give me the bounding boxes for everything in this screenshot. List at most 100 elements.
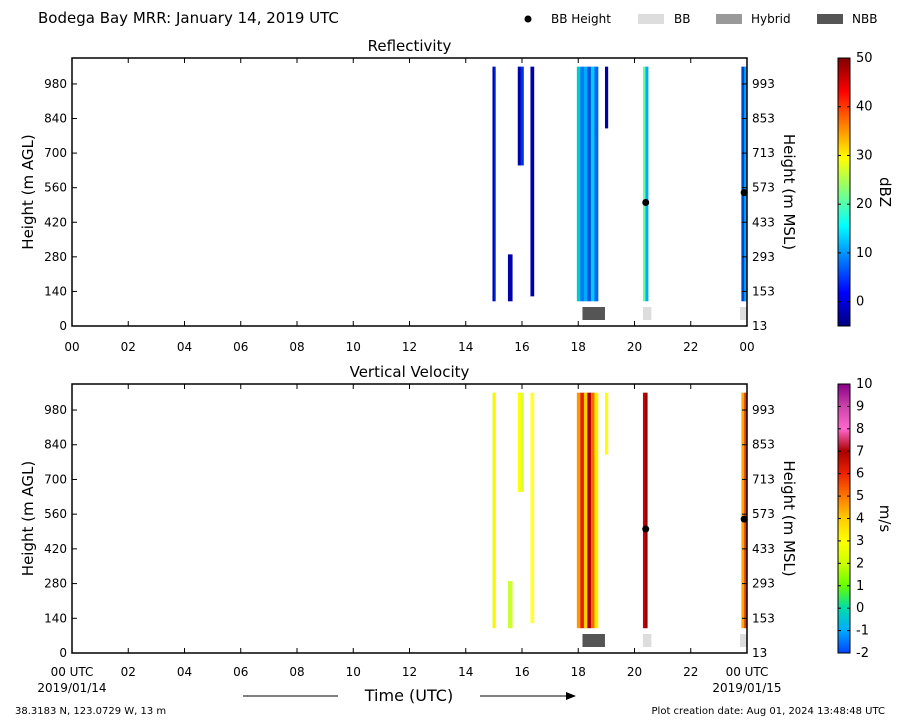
reflectivity-y-tick-label-right: 433 — [752, 215, 775, 229]
reflectivity-y-tick-label-left: 280 — [44, 250, 67, 264]
legend-label-nbb: NBB — [852, 12, 877, 26]
reflectivity-y-tick-label-right: 13 — [752, 319, 767, 333]
vertical-velocity-y-tick-label-left: 700 — [44, 472, 67, 486]
x-axis-label: Time (UTC) — [364, 686, 453, 705]
vertical-velocity-colorbar-tick-label: -2 — [856, 646, 869, 661]
vertical-velocity-x-tick-label: 16 — [514, 665, 529, 679]
time-arrow-head — [566, 692, 576, 700]
reflectivity-y-tick-label-left: 980 — [44, 77, 67, 91]
vertical-velocity-x-tick-label: 02 — [121, 665, 136, 679]
reflectivity-y-tick-label-left: 560 — [44, 181, 67, 195]
reflectivity-x-tick-label: 14 — [458, 340, 473, 354]
reflectivity-band-4-stripe-5 — [594, 66, 599, 302]
vertical-velocity-y-tick-label-left: 0 — [59, 646, 67, 660]
reflectivity-colorbar-label: dBZ — [876, 177, 894, 207]
vertical-velocity-y-tick-label-left: 280 — [44, 577, 67, 591]
vertical-velocity-band-4-stripe-1 — [580, 392, 585, 629]
vertical-velocity-y-tick-label-left: 140 — [44, 611, 67, 625]
reflectivity-band-7-stripe-1 — [744, 66, 748, 302]
reflectivity-y-tick-label-left: 420 — [44, 215, 67, 229]
reflectivity-band-4-stripe-0 — [576, 66, 581, 302]
reflectivity-bb-type-marker-nbb — [582, 307, 605, 320]
reflectivity-band-0-stripe-1 — [493, 66, 496, 302]
reflectivity-colorbar-tick-label: 40 — [856, 100, 873, 115]
vertical-velocity-band-7-stripe-0 — [741, 392, 745, 629]
vertical-velocity-y-tick-label-left: 840 — [44, 438, 67, 452]
reflectivity-colorbar-tick-label: 50 — [856, 51, 873, 66]
legend-swatch-hybrid — [716, 14, 742, 24]
reflectivity-bb-type-marker-bb — [642, 307, 652, 320]
vertical-velocity-band-6-stripe-0 — [642, 392, 646, 629]
vertical-velocity-y-tick-label-right: 293 — [752, 577, 775, 591]
reflectivity-colorbar-tick-label: 20 — [856, 197, 873, 212]
reflectivity-band-6-stripe-0 — [642, 66, 646, 302]
vertical-velocity-y-tick-label-right: 713 — [752, 472, 775, 486]
vertical-velocity-colorbar-tick-label: 8 — [856, 422, 864, 437]
figure-legend: BB Height BB Hybrid NBB — [524, 12, 877, 26]
legend-label-bb: BB — [674, 12, 690, 26]
reflectivity-band-4-stripe-2 — [583, 66, 588, 302]
legend-bb-height-marker — [524, 15, 532, 23]
reflectivity-x-tick-label: 06 — [233, 340, 248, 354]
vertical-velocity-x-tick-label: 20 — [627, 665, 642, 679]
reflectivity-x-tick-label: 16 — [514, 340, 529, 354]
legend-label-hybrid: Hybrid — [751, 12, 791, 26]
vertical-velocity-band-3-stripe-0 — [530, 392, 535, 624]
reflectivity-x-tick-label: 08 — [289, 340, 304, 354]
vertical-velocity-title: Vertical Velocity — [350, 363, 470, 381]
vertical-velocity-colorbar-tick-label: 2 — [856, 556, 864, 571]
vertical-velocity-band-1-stripe-0 — [507, 581, 513, 629]
reflectivity-y-tick-label-right: 853 — [752, 112, 775, 126]
vertical-velocity-x-tick-label: 00 UTC — [51, 665, 94, 679]
vertical-velocity-bb-height-point — [642, 525, 650, 533]
reflectivity-colorbar — [837, 57, 851, 327]
start-date-label: 2019/01/14 — [37, 681, 106, 695]
vertical-velocity-x-tick-label: 12 — [402, 665, 417, 679]
vertical-velocity-x-tick-label: 06 — [233, 665, 248, 679]
reflectivity-bb-height-point — [642, 199, 650, 206]
vertical-velocity-band-2-stripe-1 — [520, 392, 524, 492]
reflectivity-band-3-stripe-0 — [530, 66, 535, 297]
vertical-velocity-band-7-stripe-1 — [744, 392, 748, 629]
vertical-velocity-y-tick-label-left: 980 — [44, 403, 67, 417]
reflectivity-y-tick-label-right: 573 — [752, 181, 775, 195]
vertical-velocity-x-tick-label: 04 — [177, 665, 192, 679]
vertical-velocity-y-tick-label-right: 153 — [752, 611, 775, 625]
vertical-velocity-band-4-stripe-0 — [576, 392, 581, 629]
reflectivity-y-tick-label-left: 140 — [44, 284, 67, 298]
reflectivity-colorbar-tick-label: 0 — [856, 295, 864, 310]
reflectivity-band-5-stripe-0 — [604, 66, 609, 129]
reflectivity-y-tick-label-right: 713 — [752, 146, 775, 160]
reflectivity-band-4-stripe-3 — [587, 66, 592, 302]
vertical-velocity-colorbar-tick-label: 5 — [856, 489, 864, 504]
vertical-velocity-y-tick-label-right: 573 — [752, 507, 775, 521]
legend-swatch-nbb — [817, 14, 843, 24]
reflectivity-x-tick-label: 22 — [683, 340, 698, 354]
vertical-velocity-x-tick-label: 08 — [289, 665, 304, 679]
vertical-velocity-band-4-stripe-5 — [594, 392, 599, 629]
vertical-velocity-colorbar-tick-label: 0 — [856, 601, 864, 616]
vertical-velocity-colorbar-tick-label: 3 — [856, 534, 864, 549]
reflectivity-y-tick-label-right: 993 — [752, 77, 775, 91]
reflectivity-y-tick-label-right: 153 — [752, 284, 775, 298]
reflectivity-y-axis-label-right: Height (m MSL) — [780, 134, 798, 250]
legend-swatch-bb — [638, 14, 664, 24]
reflectivity-y-axis-label-left: Height (m AGL) — [19, 134, 37, 249]
reflectivity-band-0-stripe-0 — [492, 66, 495, 302]
vertical-velocity-band-6-stripe-1 — [645, 392, 648, 629]
vertical-velocity-y-tick-label-left: 560 — [44, 507, 67, 521]
vertical-velocity-colorbar-tick-label: 4 — [856, 512, 864, 527]
reflectivity-x-tick-label: 04 — [177, 340, 192, 354]
reflectivity-y-tick-label-right: 293 — [752, 250, 775, 264]
vertical-velocity-bb-type-marker-bb — [642, 634, 652, 647]
reflectivity-x-tick-label: 10 — [346, 340, 361, 354]
reflectivity-band-4-stripe-1 — [580, 66, 585, 302]
reflectivity-band-2-stripe-1 — [520, 66, 524, 166]
vertical-velocity-y-tick-label-left: 420 — [44, 542, 67, 556]
vertical-velocity-x-tick-label: 10 — [346, 665, 361, 679]
vertical-velocity-band-5-stripe-0 — [604, 392, 609, 455]
